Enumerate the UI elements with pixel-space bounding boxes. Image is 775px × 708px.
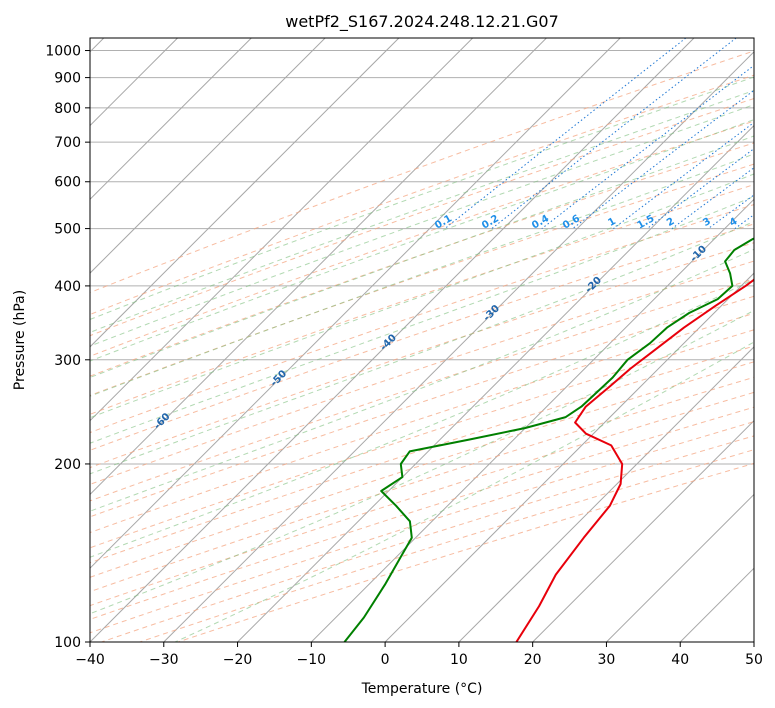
isotherm-30 [606, 493, 754, 642]
mixing-ratio-line-0.4 [541, 64, 754, 229]
x-tick-label: −30 [149, 652, 179, 668]
dry-adiabat--30 [90, 50, 754, 294]
mixing-ratio-label: 1 [606, 216, 618, 229]
background-lines [90, 38, 754, 642]
dry-adiabat-90 [90, 295, 754, 518]
moist-adiabat--20 [90, 76, 754, 321]
y-tick-label: 700 [54, 135, 81, 151]
mixing-ratio-label: 2 [665, 216, 677, 229]
profile-lines [343, 237, 754, 642]
x-tick-label: 0 [381, 652, 390, 668]
dry-adiabat-80 [90, 278, 754, 502]
dry-adiabat-60 [90, 242, 754, 469]
temperature-profile-line [515, 278, 754, 642]
y-tick-label: 800 [54, 101, 81, 117]
isotherm--30 [163, 51, 754, 642]
x-axis-title: Temperature (°C) [361, 681, 483, 697]
isotherm--80 [90, 38, 400, 348]
y-tick-label: 300 [54, 353, 81, 369]
dry-adiabat--20 [90, 74, 754, 316]
x-tick-label: 10 [450, 652, 468, 668]
isotherm--70 [90, 38, 474, 422]
moist-adiabat-15 [90, 195, 754, 444]
mixing-ratio-label: 3 [701, 216, 713, 229]
moist-adiabat-35 [90, 309, 754, 615]
dry-adiabat--10 [90, 97, 754, 337]
x-tick-label: 30 [598, 652, 616, 668]
dry-adiabat-150 [90, 391, 754, 607]
x-tick-label: −10 [297, 652, 327, 668]
isotherm--60 [90, 38, 547, 496]
isotherm-0 [384, 272, 754, 642]
moist-adiabat--15 [90, 89, 754, 333]
moist-adiabat-10 [90, 173, 754, 419]
chart-title: wetPf2_S167.2024.248.12.21.G07 [285, 12, 559, 32]
axes: −40 −30 −20 −10 0 10 20 30 40 50 100 200 300 400 500 60… [45, 44, 763, 668]
dry-adiabat-190 [139, 449, 754, 642]
y-tick-label: 100 [54, 635, 81, 651]
isotherm--40 [90, 38, 695, 642]
plot-frame [89, 37, 755, 643]
y-tick-label: 600 [54, 175, 81, 191]
dry-adiabat-170 [90, 421, 754, 634]
moist-adiabat-20 [90, 221, 754, 475]
y-tick-label: 900 [54, 71, 81, 87]
y-axis-title: Pressure (hPa) [12, 290, 28, 390]
isotherm-10 [458, 346, 754, 642]
dry-adiabat-10 [90, 142, 754, 377]
moist-adiabat-30 [90, 278, 754, 558]
isotherm--90 [90, 38, 326, 274]
mixing-ratio-line-0.1 [444, 38, 687, 229]
y-tick-label: 400 [54, 279, 81, 295]
y-tick-label: 1000 [45, 44, 81, 60]
moist-adiabat-5 [90, 153, 754, 397]
mixing-ratio-line-1 [613, 121, 754, 229]
isotherm--20 [237, 124, 754, 642]
isotherm-20 [532, 419, 754, 642]
x-tick-label: 20 [524, 652, 542, 668]
x-tick-label: −40 [75, 652, 105, 668]
moist-adiabat--5 [90, 119, 754, 362]
dry-adiabat-50 [90, 223, 754, 451]
y-tick-label: 200 [54, 457, 81, 473]
isotherm--50 [90, 38, 621, 569]
dry-adiabat-130 [90, 361, 754, 578]
x-tick-label: −20 [223, 652, 253, 668]
mixing-ratio-label: 4 [728, 216, 740, 229]
dry-adiabat-110 [90, 329, 754, 549]
isotherm--100 [90, 38, 252, 201]
x-tick-label: 50 [745, 652, 763, 668]
x-tick-label: 40 [671, 652, 689, 668]
dry-adiabat-200 [177, 462, 754, 642]
dewpoint-profile-line [343, 237, 754, 642]
y-tick-label: 500 [54, 222, 81, 238]
